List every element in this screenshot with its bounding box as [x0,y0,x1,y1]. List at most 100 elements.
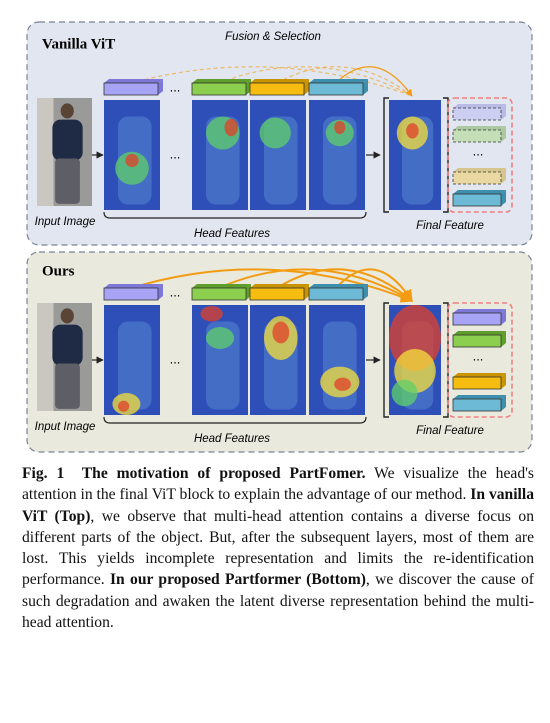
token-side [158,79,163,95]
token-face [249,82,305,96]
person-head [60,308,74,324]
bracket [103,416,367,424]
fusion-arc [130,66,413,97]
token-side [501,168,506,184]
token [103,284,163,301]
token-top [453,190,506,194]
token [249,284,309,301]
token-face [452,129,502,143]
heatmap-figure [118,321,152,410]
token-face [452,376,502,390]
person-torso [52,119,83,161]
token [452,104,506,121]
heat-spot [259,117,291,149]
token [308,79,368,96]
heat-spot [391,379,418,407]
fusion-arc [335,268,413,303]
heat-spot [200,306,223,322]
caption-emphasis: In our proposed Partformer (Bottom) [109,571,366,589]
token-side [158,284,163,300]
token [191,79,251,96]
final-label: Final Feature [416,425,484,437]
token-top [453,104,506,108]
token-top [453,395,506,399]
panel-title: Ours [42,263,75,279]
heat-spot [334,377,351,391]
token [191,284,251,301]
token [452,331,506,348]
token [452,373,506,390]
person-head [60,103,74,119]
ellipsis: ... [473,143,484,158]
head-label: Head Features [194,228,270,240]
ellipsis: ... [473,348,484,363]
token-top [453,373,506,377]
token-top [453,309,506,313]
ellipsis: ... [170,351,181,366]
bracket [103,211,367,219]
ellipsis: ... [170,79,181,94]
heat-spot [118,400,130,412]
token-side [501,126,506,142]
ellipsis: ... [170,284,181,299]
fusion-arc [276,268,413,302]
token-face [308,287,364,301]
final-label: Final Feature [416,220,484,232]
token-top [192,284,251,288]
token-face [452,312,502,326]
figure: Vanilla ViT...... Head Features Input Imag… [26,21,533,453]
fusion-arc [130,268,414,303]
token-face [103,287,159,301]
token-side [501,395,506,411]
caption-text: , we observe that multi-head attention c… [22,507,538,589]
person-legs [55,158,80,204]
token [452,309,506,326]
heat-spot [125,153,139,168]
token-top [250,79,309,83]
caption: Fig. 1 The motivation of proposed PartFo… [22,463,534,633]
token-top [309,79,368,83]
input-label: Input Image [35,216,96,228]
caption-emphasis: Fig. 1 The motivation of proposed PartFo… [22,465,366,482]
person-legs [55,363,80,409]
head-label: Head Features [194,433,270,445]
selection-box [447,302,513,418]
heat-spot [115,151,149,185]
token-top [453,331,506,335]
token-side [501,104,506,120]
photo-wall [37,303,54,411]
token-face [452,171,502,185]
token-top [104,79,163,83]
token-side [501,331,506,347]
token-side [304,79,309,95]
token [249,79,309,96]
token-side [363,284,368,300]
fusion-arc [218,66,413,97]
token [452,168,506,185]
fusion-arc [218,268,414,302]
heat-spot [224,118,238,137]
photo-wall [37,98,54,206]
fusion-arc [276,66,413,97]
token [452,190,506,207]
heat-spot [272,321,290,344]
token-top [104,284,163,288]
token-side [501,373,506,389]
token-top [309,284,368,288]
fusion-label: Fusion & Selection [225,31,321,43]
token-side [304,284,309,300]
token-face [308,82,364,96]
heat-spot [334,120,346,135]
token-face [452,107,502,121]
heat-spot [206,327,234,349]
token-side [501,190,506,206]
caption-text: , we discover the cause of such degradat… [22,571,538,632]
caption-text: We visualize the head's attention in the… [22,465,538,504]
input-label: Input Image [35,421,96,433]
ellipsis: ... [170,146,181,161]
token-top [250,284,309,288]
token [452,126,506,143]
token-face [249,287,305,301]
caption-emphasis: In vanilla ViT (Top) [22,486,538,525]
